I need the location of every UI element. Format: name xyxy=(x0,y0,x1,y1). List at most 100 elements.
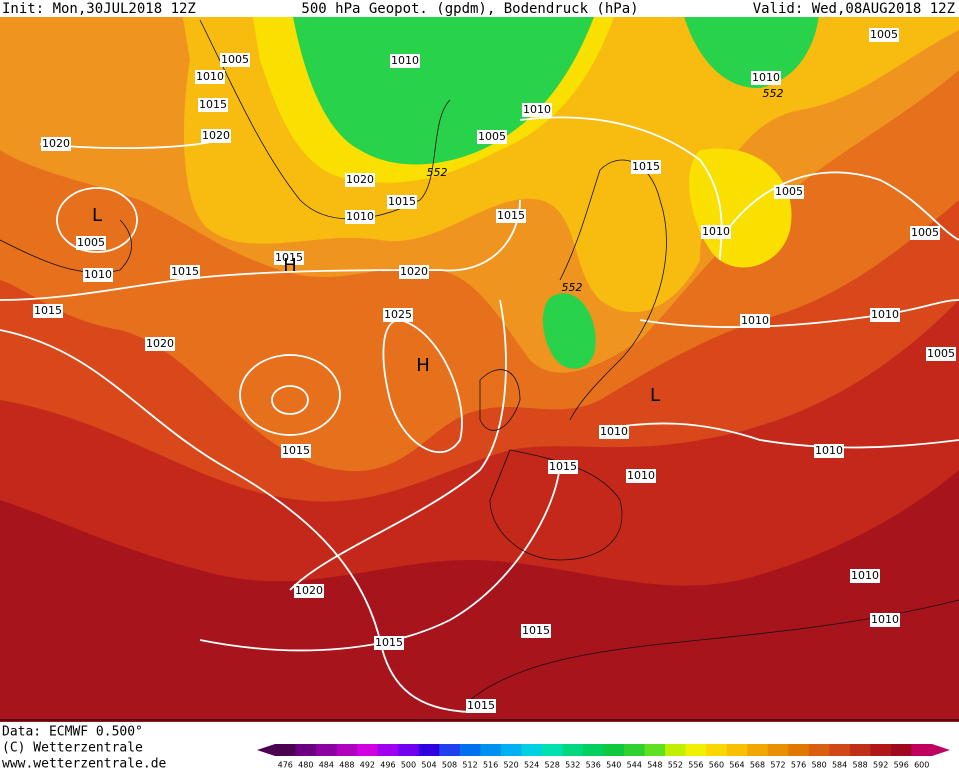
pressure-center: L xyxy=(92,205,102,226)
scale-swatch xyxy=(582,744,604,756)
scale-label: 476 xyxy=(278,761,293,770)
isobar-label: 1005 xyxy=(77,236,105,249)
contour-label: 552 xyxy=(562,281,583,294)
scale-swatch xyxy=(336,744,358,756)
scale-label: 588 xyxy=(853,761,868,770)
isobar-label-box xyxy=(631,160,661,174)
footer-url: www.wetterzentrale.de xyxy=(2,757,167,770)
isobar-label-box xyxy=(274,251,304,265)
field-548c xyxy=(543,293,596,369)
isobar-label-box xyxy=(740,314,770,328)
scale-swatch xyxy=(377,744,399,756)
footer-data: Data: ECMWF 0.500° xyxy=(2,725,143,740)
isobar-label: 1020 xyxy=(400,265,428,278)
scale-label: 532 xyxy=(565,761,580,770)
isobar-label-box xyxy=(850,569,880,583)
isobar xyxy=(0,199,521,301)
isobar-label: 1005 xyxy=(911,226,939,239)
isobar-label: 1020 xyxy=(42,137,70,150)
isobar-label: 1010 xyxy=(600,425,628,438)
isobar xyxy=(639,299,959,328)
color-scale: 476 480 484 488 492 496 500 504 508 512 516 520 524 5… xyxy=(257,744,950,770)
scale-swatch xyxy=(295,744,317,756)
isobar-label-box xyxy=(170,265,200,279)
isobar-label: 1010 xyxy=(741,314,769,327)
isobar-label-box xyxy=(383,308,413,322)
isobar-label: 1005 xyxy=(221,53,249,66)
scale-swatch xyxy=(459,744,481,756)
isobar-label: 1005 xyxy=(478,130,506,143)
scale-label: 512 xyxy=(462,761,477,770)
header-bar xyxy=(0,0,959,17)
isobars xyxy=(0,116,959,713)
scale-swatch xyxy=(685,744,707,756)
scale-label: 600 xyxy=(914,761,929,770)
isobar-label: 1020 xyxy=(346,173,374,186)
isobar-label-box xyxy=(220,53,250,67)
pressure-center: L xyxy=(650,385,660,406)
isobar xyxy=(382,319,463,453)
isobar-label: 1020 xyxy=(202,129,230,142)
isobar xyxy=(271,385,309,415)
scale-swatch xyxy=(541,744,563,756)
isobar-label-box xyxy=(910,226,940,240)
isobar-label: 1015 xyxy=(467,699,495,712)
scale-swatch xyxy=(624,744,646,756)
isobar xyxy=(599,422,959,449)
scale-swatch xyxy=(788,744,810,756)
scale-swatch xyxy=(829,744,851,756)
isobar-label: 1015 xyxy=(199,98,227,111)
scale-label: 580 xyxy=(811,761,826,770)
scale-swatch xyxy=(500,744,522,756)
scale-label: 508 xyxy=(442,761,457,770)
isobar-label-box xyxy=(522,103,552,117)
scale-swatch xyxy=(521,744,543,756)
isobar xyxy=(239,354,341,436)
isobar-label-box xyxy=(76,236,106,250)
scale-swatch xyxy=(849,744,871,756)
isobar-label: 1015 xyxy=(549,460,577,473)
scale-swatch xyxy=(418,744,440,756)
isobar-label-box xyxy=(390,54,420,68)
isobar-label-box xyxy=(870,613,900,627)
isobar-label-box xyxy=(926,347,956,361)
isobar-label: 1005 xyxy=(927,347,955,360)
scale-swatch xyxy=(726,744,748,756)
isobar-label-box xyxy=(345,210,375,224)
isobar-label-box xyxy=(201,129,231,143)
scale-label: 496 xyxy=(380,761,395,770)
scale-label: 488 xyxy=(339,761,354,770)
scale-label: 504 xyxy=(421,761,436,770)
scale-swatch xyxy=(275,744,297,756)
isobar-label: 1010 xyxy=(391,54,419,67)
isobar-label: 1010 xyxy=(851,569,879,582)
scale-label: 556 xyxy=(688,761,703,770)
isobar-label: 1010 xyxy=(196,70,224,83)
isobar-label: 1005 xyxy=(775,185,803,198)
isobar-label-box xyxy=(701,225,731,239)
isobar-label: 1015 xyxy=(34,304,62,317)
isobar-label-box xyxy=(521,624,551,638)
scale-swatch xyxy=(439,744,461,756)
map-title: 500 hPa Geopot. (gpdm), Bodendruck (hPa) xyxy=(301,1,638,17)
scale-label: 520 xyxy=(503,761,518,770)
isobar-label-box xyxy=(399,265,429,279)
isobar-label: 1010 xyxy=(702,225,730,238)
isobar-label: 1005 xyxy=(870,28,898,41)
isobar-label-box xyxy=(83,268,113,282)
isobar-label: 1010 xyxy=(871,308,899,321)
isobar-label-box xyxy=(387,195,417,209)
isobar xyxy=(289,299,507,591)
scale-swatch xyxy=(480,744,502,756)
pressure-center: H xyxy=(416,355,430,376)
scale-arrow-left xyxy=(257,744,275,756)
scale-swatch xyxy=(665,744,687,756)
isobar-label: 1015 xyxy=(171,265,199,278)
scale-swatch xyxy=(747,744,769,756)
scale-label: 500 xyxy=(401,761,416,770)
isobar-label-box xyxy=(626,469,656,483)
isobar xyxy=(719,171,959,241)
init-text: Init: Mon,30JUL2018 12Z xyxy=(2,1,196,17)
isobar-label: 1020 xyxy=(295,584,323,597)
